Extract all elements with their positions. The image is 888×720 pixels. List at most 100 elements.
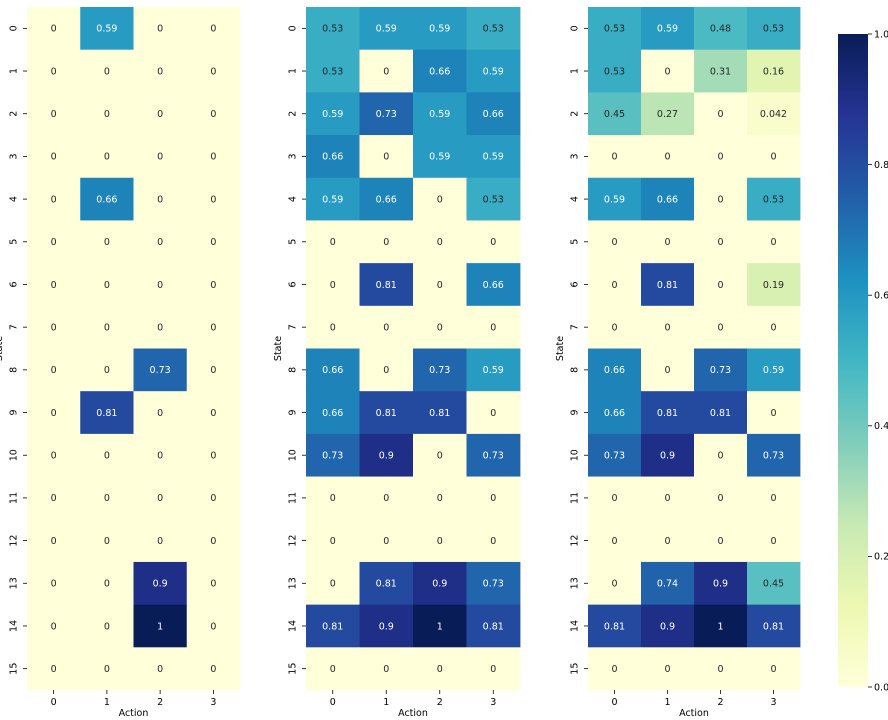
heatmap-cell — [133, 92, 188, 136]
heatmap-cell — [413, 135, 467, 179]
heatmap-cell — [80, 476, 134, 520]
cell-label: 0.81 — [763, 621, 784, 632]
heatmap-cell — [359, 647, 414, 691]
cell-label: 0 — [51, 152, 57, 163]
heatmap-cell — [588, 433, 642, 477]
y-tick-label: 15 — [287, 663, 298, 675]
heatmap-cell — [747, 604, 801, 648]
heatmap-cell — [747, 49, 801, 93]
y-tick-label: 15 — [569, 663, 580, 675]
cell-label: 0 — [383, 322, 389, 333]
heatmap-cell — [466, 433, 521, 477]
heatmap-cell — [186, 92, 241, 136]
cell-label: 0 — [104, 322, 110, 333]
heatmap-cell — [694, 561, 748, 606]
x-tick-label: 2 — [157, 697, 163, 708]
cell-label: 0.66 — [604, 365, 625, 376]
heatmap-panel-1: 0 0.59 0 0 0 0 0 0 0 0 0 0 0 0 0 0 0 0.66 0 0 0 0 0 0 0 0 0 0 0 0 0 0 0 0… — [0, 7, 241, 719]
cell-label: 0.9 — [153, 579, 168, 590]
heatmap-cell — [186, 135, 241, 179]
heatmap-panel-2: 0.53 0.59 0.59 0.53 0.53 0 0.66 0.59 0.59 0.73 0.5… — [273, 7, 521, 719]
cell-label: 0 — [210, 280, 216, 291]
heatmap-cell — [133, 263, 188, 307]
cell-label: 0 — [717, 237, 723, 248]
y-tick-label: 6 — [569, 281, 580, 287]
y-tick-label: 14 — [8, 620, 19, 632]
cell-label: 1 — [717, 621, 723, 632]
cell-label: 0 — [104, 493, 110, 504]
heatmap-cell — [466, 476, 521, 520]
colorbar-tick-label: 0.4 — [874, 421, 888, 432]
cell-label: 0.48 — [710, 24, 731, 35]
y-tick-label: 8 — [9, 367, 20, 373]
cell-label: 0 — [717, 536, 723, 547]
heatmap-cell — [359, 305, 414, 349]
y-axis-label: State — [273, 336, 284, 361]
cell-label: 0.59 — [429, 109, 450, 120]
cell-label: 0.66 — [483, 280, 504, 291]
heatmap-cell — [133, 604, 188, 648]
heatmap-cell — [27, 604, 81, 648]
cell-label: 0.66 — [604, 408, 625, 419]
cell-label: 0 — [330, 579, 336, 590]
cell-label: 0 — [104, 152, 110, 163]
y-axis-label: State — [0, 336, 5, 361]
y-tick-label: 12 — [570, 535, 581, 547]
cell-label: 0 — [664, 493, 670, 504]
heatmap-cell — [466, 604, 521, 648]
heatmap-cell — [588, 177, 642, 221]
heatmap-cell — [359, 49, 414, 93]
cell-label: 0.81 — [483, 621, 504, 632]
heatmap-cell — [359, 7, 414, 51]
heatmap-cell — [133, 7, 188, 51]
x-tick-label: 3 — [490, 697, 496, 708]
cell-label: 0 — [157, 152, 163, 163]
heatmap-cell — [306, 263, 360, 307]
heatmap-cell — [359, 561, 414, 606]
cell-label: 0.59 — [429, 24, 450, 35]
heatmap-cell — [466, 561, 521, 606]
y-axis-label: State — [555, 336, 566, 361]
heatmap-cell — [641, 263, 695, 307]
heatmap-cell — [466, 220, 521, 264]
cell-label: 1 — [437, 621, 443, 632]
cell-label: 0.81 — [96, 408, 117, 419]
cell-label: 0 — [664, 664, 670, 675]
heatmap-cell — [27, 561, 81, 606]
y-tick-label: 9 — [288, 410, 299, 416]
cell-label: 0 — [210, 493, 216, 504]
heatmap-cell — [359, 135, 414, 179]
cell-label: 0 — [51, 365, 57, 376]
cell-label: 0 — [770, 493, 776, 504]
cell-label: 0 — [490, 408, 496, 419]
heatmap-cell — [747, 263, 801, 307]
heatmap-cell — [413, 561, 467, 606]
heatmap-cell — [27, 433, 81, 477]
heatmap-cell — [413, 305, 467, 349]
cell-label: 0 — [104, 664, 110, 675]
cell-label: 0 — [51, 579, 57, 590]
heatmap-cell — [466, 7, 521, 51]
heatmap-cell — [306, 476, 360, 520]
y-tick-label: 9 — [9, 410, 20, 416]
heatmap-cell — [186, 647, 241, 691]
x-axis-label: Action — [119, 708, 149, 719]
cell-label: 0 — [51, 322, 57, 333]
heatmap-cell — [359, 476, 414, 520]
heatmap-cell — [413, 391, 467, 435]
cell-label: 0 — [157, 408, 163, 419]
heatmap-cell — [133, 647, 188, 691]
cell-label: 0 — [490, 493, 496, 504]
cell-label: 0 — [51, 664, 57, 675]
heatmap-cell — [694, 391, 748, 435]
heatmap-cell — [27, 305, 81, 349]
y-tick-label: 7 — [8, 324, 19, 330]
heatmap-cell — [694, 604, 748, 648]
heatmap-cell — [27, 348, 81, 392]
heatmap-cell — [80, 49, 134, 93]
colorbar-tick-label: 0.2 — [874, 552, 888, 563]
x-tick-label: 3 — [770, 697, 776, 708]
heatmap-cell — [694, 220, 748, 264]
y-tick-label: 10 — [8, 449, 19, 461]
x-tick-label: 3 — [210, 697, 216, 708]
